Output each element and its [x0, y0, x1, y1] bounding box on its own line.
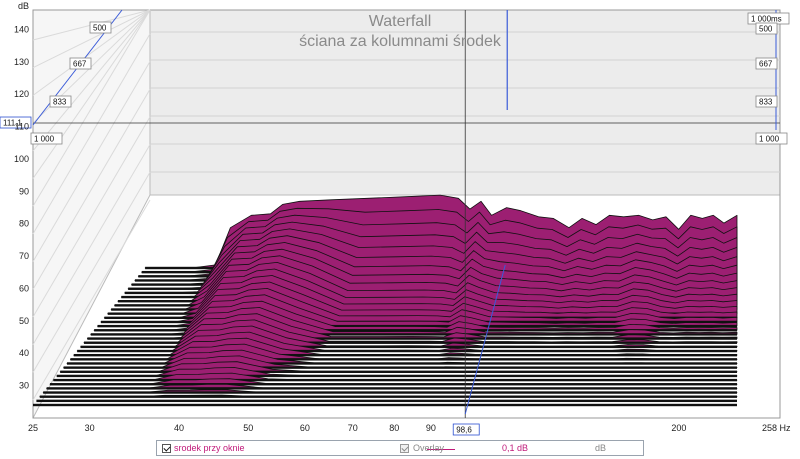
legend-overlay-label: Overlay	[413, 443, 445, 453]
waterfall-slice-base	[90, 333, 738, 336]
side-grid-line	[32, 199, 151, 401]
side-grid-line	[32, 116, 151, 318]
waterfall-slice-base	[80, 345, 738, 349]
side-grid-line	[32, 9, 151, 96]
waterfall-slice-base	[60, 370, 737, 373]
x-tick-label: 30	[85, 423, 95, 433]
legend-unit: dB	[595, 443, 607, 453]
time-marker-right-500: 500	[759, 25, 773, 34]
time-marker-left-1000-box	[30, 132, 63, 145]
x-tick-label: 25	[28, 423, 38, 433]
side-grid-line	[32, 33, 151, 235]
time-marker-right-667: 667	[759, 60, 773, 69]
x-tick-label: 60	[300, 423, 310, 433]
y-tick-label: 40	[19, 348, 29, 358]
legend-series-name: srodek przy oknie	[174, 443, 245, 453]
left-wall	[32, 9, 151, 419]
cursor-level-readout-box	[0, 116, 32, 129]
time-marker-right-667-box	[755, 57, 778, 70]
side-grid-line	[32, 172, 151, 373]
time-marker-right-833-box	[755, 95, 778, 108]
side-grid-line	[32, 9, 151, 207]
axes: 25 30 40 50 60 70 80 90 200 258 Hz 30 40 50 60 70 80 90 1…	[14, 24, 791, 433]
waterfall-slice-base	[94, 329, 738, 332]
x-tick-label: 70	[348, 423, 358, 433]
waterfall-slice	[63, 355, 738, 369]
y-tick-label: 130	[14, 57, 29, 67]
waterfall-slice-base	[87, 337, 738, 340]
x-tick-label: 40	[174, 423, 184, 433]
y-tick-label: 140	[14, 24, 29, 34]
chart-title: Waterfall	[369, 13, 432, 30]
time-marker-left-667-box	[69, 57, 92, 70]
side-grid-line	[32, 9, 151, 152]
waterfall-slice-base	[56, 374, 737, 378]
plot-frame	[32, 9, 781, 419]
waterfall-slice-base	[33, 403, 737, 407]
side-grid-line	[32, 61, 151, 262]
legend-bar: srodek przy oknie 0,1 dB Overlay dB	[156, 440, 644, 456]
waterfall-slice-base	[63, 366, 737, 369]
y-tick-label: 30	[19, 381, 29, 391]
x-tick-label: 50	[243, 423, 253, 433]
time-marker-left-500: 500	[93, 24, 107, 33]
waterfall-slice-base	[73, 353, 738, 357]
waterfall-slices	[33, 194, 738, 407]
y-tick-label: 90	[19, 186, 29, 196]
y-tick-label: 80	[19, 219, 29, 229]
x-tick-label: 80	[389, 423, 399, 433]
time-marker-left-833: 833	[53, 98, 67, 107]
waterfall-slice-base	[77, 349, 738, 353]
time-marker-right-top: 1 000ms	[751, 15, 782, 24]
cursor-freq-readout-box	[452, 423, 480, 436]
chart-subtitle: ściana za kolumnami środek	[299, 33, 502, 50]
time-marker-left-1000: 1 000	[34, 135, 55, 144]
legend-series-line	[427, 449, 455, 450]
time-marker-left-500-box	[89, 21, 112, 34]
y-axis-label: dB	[18, 1, 29, 11]
y-tick-label: 120	[14, 89, 29, 99]
waterfall-slice-base	[49, 383, 737, 386]
y-tick-label: 60	[19, 283, 29, 293]
waterfall-slice-base	[66, 362, 737, 365]
legend-resolution: 0,1 dB	[502, 443, 529, 453]
side-grid-line	[32, 9, 151, 69]
series-visibility-checkbox[interactable]	[162, 444, 171, 453]
time-marker-left-667: 667	[73, 60, 87, 69]
overlay-checkbox[interactable]	[400, 444, 409, 453]
side-grid-line	[32, 88, 151, 290]
time-marker-right-833: 833	[759, 98, 773, 107]
y-tick-label: 110	[15, 122, 29, 132]
waterfall-slice-base	[39, 395, 737, 398]
waterfall-slice-base	[83, 341, 738, 344]
x-tick-label: 90	[426, 423, 436, 433]
time-marker-right-1000: 1 000	[759, 135, 780, 144]
x-tick-label: 258 Hz	[762, 423, 791, 433]
time-marker-right-1000-box	[755, 132, 788, 145]
side-grid-line	[32, 144, 151, 345]
y-tick-label: 50	[19, 316, 29, 326]
waterfall-slice-base	[36, 399, 737, 403]
cursor-freq-readout: 98,6	[456, 426, 472, 435]
cursor-level-readout: 111,1	[3, 119, 22, 128]
side-grid-line	[32, 9, 151, 179]
y-tick-label: 70	[19, 251, 29, 261]
waterfall-slice-base	[43, 391, 737, 394]
time-marker-left-833-box	[49, 95, 72, 108]
time-marker-right-500-box	[755, 22, 778, 35]
waterfall-slice-base	[53, 378, 737, 382]
waterfall-slice-base	[70, 358, 737, 361]
time-cursor-depth	[464, 264, 506, 415]
y-tick-label: 100	[14, 154, 29, 164]
x-tick-label: 200	[671, 423, 686, 433]
waterfall-slice-base	[46, 387, 737, 390]
